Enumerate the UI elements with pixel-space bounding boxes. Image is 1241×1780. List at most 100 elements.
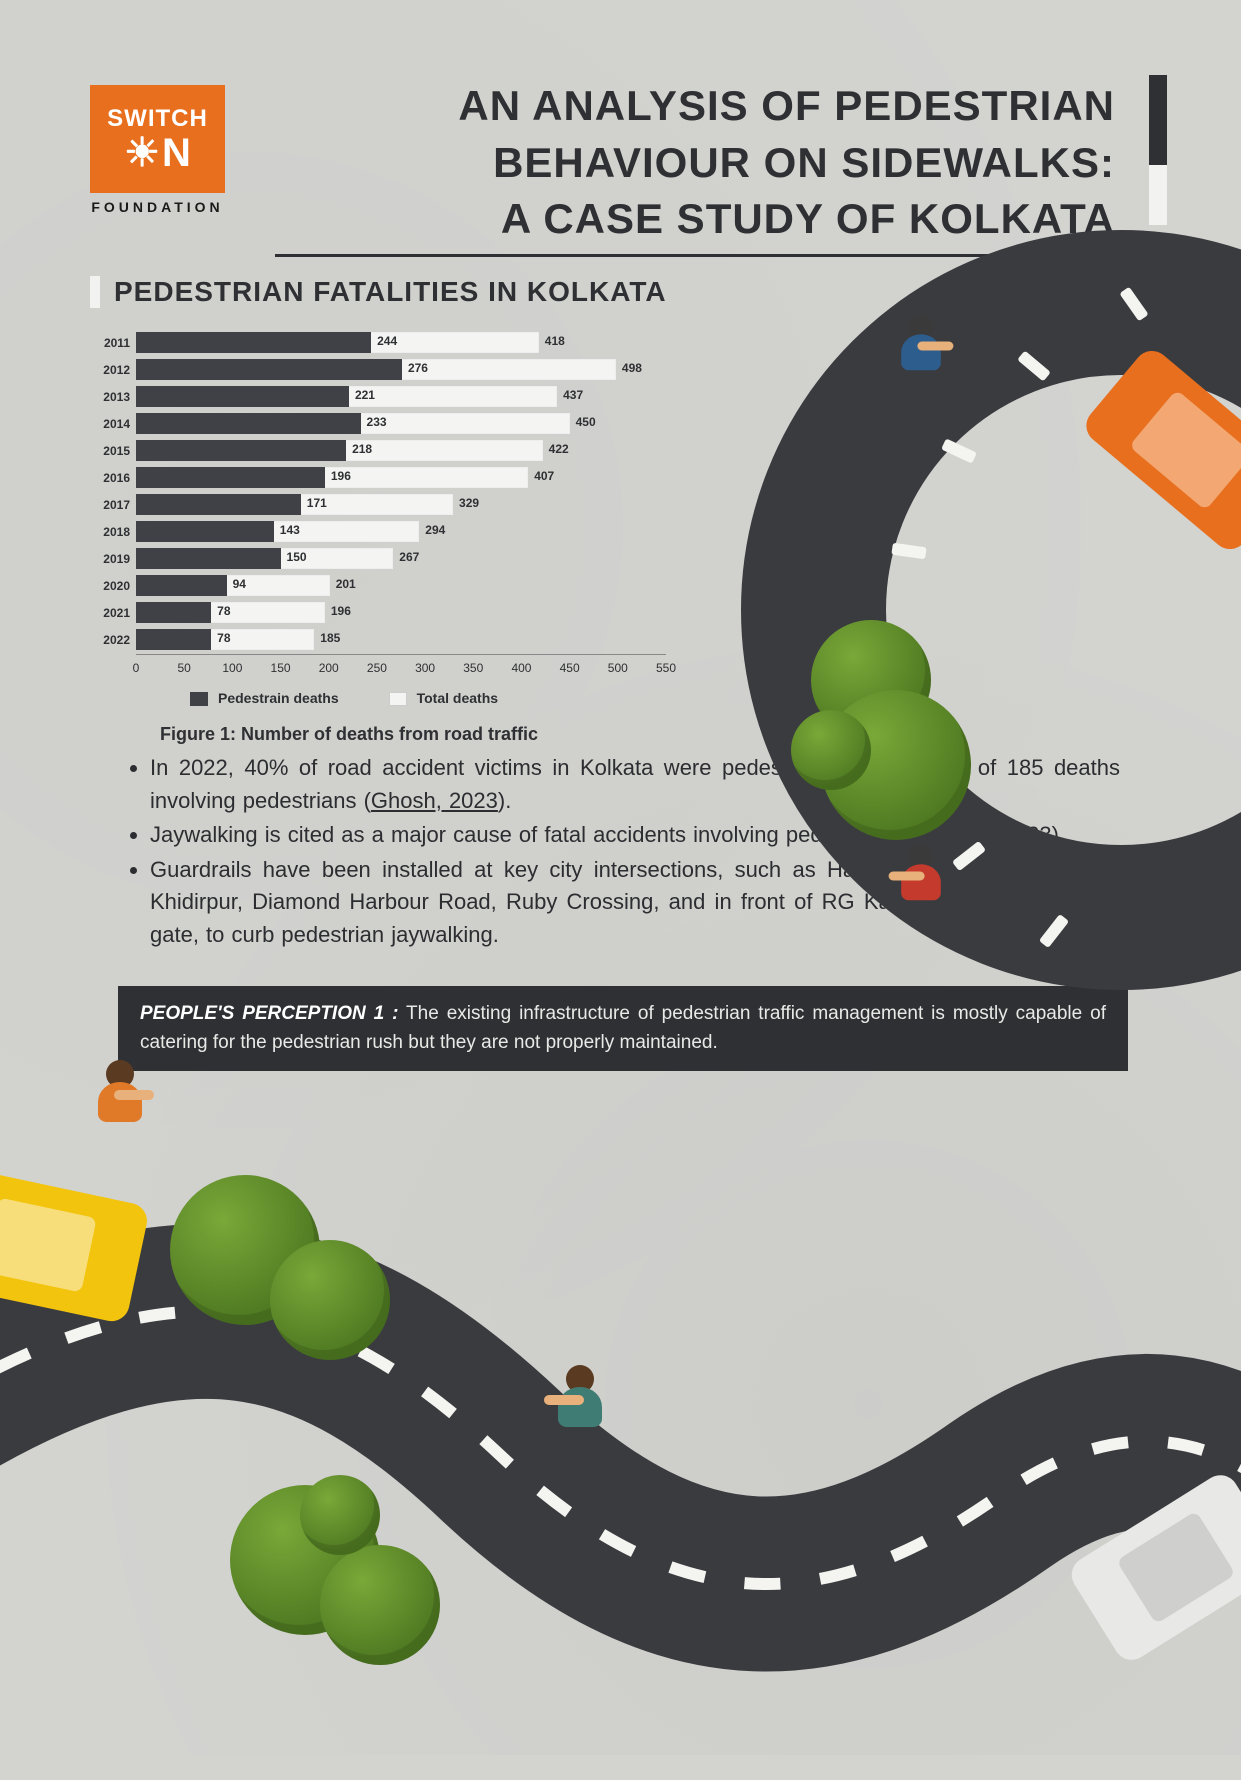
- bar-pedestrian: [136, 440, 346, 461]
- value-total: 450: [576, 415, 596, 429]
- title-line-3: A CASE STUDY OF KOLKATA: [275, 191, 1145, 248]
- logo-text-switch: SWITCH: [107, 105, 208, 133]
- chart-row: 2014233450: [90, 411, 680, 436]
- value-pedestrian: 94: [233, 577, 246, 591]
- value-total: 407: [534, 469, 554, 483]
- chart-year-label: 2016: [90, 471, 136, 485]
- bar-pedestrian: [136, 575, 227, 596]
- logo-sun-icon: ☀N: [124, 133, 191, 173]
- page-title: AN ANALYSIS OF PEDESTRIAN BEHAVIOUR ON S…: [275, 78, 1145, 257]
- bar-pedestrian: [136, 629, 211, 650]
- bar-pedestrian: [136, 467, 325, 488]
- value-pedestrian: 221: [355, 388, 375, 402]
- chart-year-label: 2011: [90, 336, 136, 350]
- chart-x-axis: 050100150200250300350400450500550: [136, 654, 666, 684]
- section-heading-text: PEDESTRIAN FATALITIES IN KOLKATA: [114, 276, 667, 308]
- bush-icon: [270, 1240, 390, 1360]
- value-total: 422: [549, 442, 569, 456]
- value-total: 196: [331, 604, 351, 618]
- chart-row: 2011 244 418: [90, 330, 680, 355]
- title-line-1: AN ANALYSIS OF PEDESTRIAN: [275, 78, 1145, 135]
- x-tick: 500: [608, 661, 628, 675]
- value-total: 418: [545, 334, 565, 348]
- x-tick: 150: [271, 661, 291, 675]
- chart-row: 2015 218 422: [90, 438, 680, 463]
- chart-row: 2020 94 201: [90, 573, 680, 598]
- value-pedestrian: 143: [280, 523, 300, 537]
- chart-year-label: 2021: [90, 606, 136, 620]
- x-tick: 50: [177, 661, 190, 675]
- value-total: 185: [320, 631, 340, 645]
- value-pedestrian: 78: [217, 631, 230, 645]
- value-pedestrian: 276: [408, 361, 428, 375]
- chart-year-label: 2012: [90, 363, 136, 377]
- chart-year-label: 2020: [90, 579, 136, 593]
- value-pedestrian: 244: [377, 334, 397, 348]
- pedestrian-icon: [894, 845, 948, 926]
- chart-year-label: 2013: [90, 390, 136, 404]
- pedestrian-icon: [894, 315, 948, 396]
- bar-pedestrian: [136, 494, 301, 515]
- perception-label: PEOPLE'S PERCEPTION 1 :: [140, 1003, 398, 1024]
- value-total: 437: [563, 388, 583, 402]
- value-pedestrian: 150: [287, 550, 307, 564]
- logo: SWITCH ☀N FOUNDATION: [90, 85, 225, 215]
- value-total: 294: [425, 523, 445, 537]
- chart-row: 2012 276 498: [90, 357, 680, 382]
- title-accent-bar: [1149, 75, 1167, 225]
- bar-pedestrian: [136, 359, 402, 380]
- chart-row: 2016 196 407: [90, 465, 680, 490]
- bar-pedestrian: [136, 548, 281, 569]
- value-pedestrian: 171: [307, 496, 327, 510]
- pedestrian-icon: [90, 1060, 150, 1150]
- chart-legend: Pedestrain deaths Total deaths: [190, 690, 680, 706]
- bush-icon: [320, 1545, 440, 1665]
- x-tick: 550: [656, 661, 676, 675]
- chart-year-label: 2019: [90, 552, 136, 566]
- bar-pedestrian: [136, 386, 349, 407]
- chart-row: 2013 221 437: [90, 384, 680, 409]
- x-tick: 250: [367, 661, 387, 675]
- title-line-2: BEHAVIOUR ON SIDEWALKS:: [275, 135, 1145, 192]
- citation: Ghosh, 2023: [371, 788, 498, 813]
- x-tick: 200: [319, 661, 339, 675]
- chart-year-label: 2018: [90, 525, 136, 539]
- chart-row: 2017 171 329: [90, 492, 680, 517]
- chart-row: 2019 150 267: [90, 546, 680, 571]
- chart-year-label: 2017: [90, 498, 136, 512]
- chart-row: 2021 78 196: [90, 600, 680, 625]
- bar-pedestrian: [136, 602, 211, 623]
- x-tick: 450: [560, 661, 580, 675]
- bar-pedestrian: [136, 332, 371, 353]
- value-total: 498: [622, 361, 642, 375]
- section-heading: PEDESTRIAN FATALITIES IN KOLKATA: [90, 276, 667, 308]
- chart-year-label: 2022: [90, 633, 136, 647]
- bush-icon: [791, 710, 871, 790]
- logo-text-foundation: FOUNDATION: [90, 199, 225, 215]
- value-pedestrian: 218: [352, 442, 372, 456]
- fatalities-chart: 2011244418201227649820132214372014233450…: [90, 330, 680, 745]
- value-total: 329: [459, 496, 479, 510]
- value-total: 201: [336, 577, 356, 591]
- bar-pedestrian: [136, 521, 274, 542]
- figure-caption: Figure 1: Number of deaths from road tra…: [160, 724, 680, 745]
- section-heading-accent: [90, 276, 100, 308]
- x-tick: 100: [222, 661, 242, 675]
- legend-item-pedestrian: Pedestrain deaths: [190, 690, 339, 706]
- bush-icon: [300, 1475, 380, 1555]
- chart-year-label: 2015: [90, 444, 136, 458]
- value-total: 267: [399, 550, 419, 564]
- x-tick: 400: [511, 661, 531, 675]
- value-pedestrian: 196: [331, 469, 351, 483]
- legend-item-total: Total deaths: [389, 690, 498, 706]
- value-pedestrian: 233: [367, 415, 387, 429]
- chart-row: 2022 78 185: [90, 627, 680, 652]
- perception-callout: PEOPLE'S PERCEPTION 1 : The existing inf…: [118, 986, 1128, 1071]
- value-pedestrian: 78: [217, 604, 230, 618]
- pedestrian-icon: [550, 1365, 610, 1455]
- x-tick: 300: [415, 661, 435, 675]
- chart-row: 2018 143 294: [90, 519, 680, 544]
- bar-pedestrian: [136, 413, 361, 434]
- x-tick: 0: [133, 661, 140, 675]
- x-tick: 350: [463, 661, 483, 675]
